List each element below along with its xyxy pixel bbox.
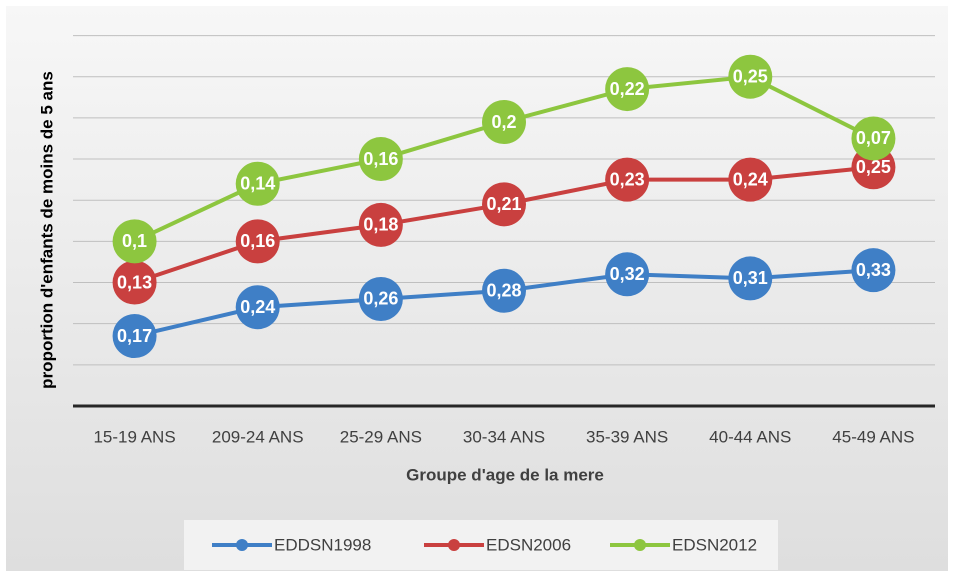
data-point: [728, 256, 773, 301]
data-label: 0,24: [733, 169, 768, 189]
data-point: [482, 100, 526, 145]
chart-area: [6, 6, 948, 571]
x-tick-label: 25-29 ANS: [340, 427, 422, 446]
legend-marker: [236, 539, 248, 551]
legend-label: EDSN2012: [672, 535, 757, 554]
y-axis-title: proportion d'enfants de moins de 5 ans: [37, 71, 56, 389]
data-point: [605, 67, 650, 112]
data-label: 0,33: [856, 260, 891, 280]
x-axis-title: Groupe d'age de la mere: [406, 465, 604, 484]
data-point: [235, 285, 280, 330]
data-point: [112, 219, 157, 264]
data-point: [605, 252, 650, 297]
data-point: [605, 157, 650, 202]
data-point: [235, 219, 280, 264]
data-label: 0,26: [363, 289, 398, 309]
data-label: 0,14: [240, 173, 275, 193]
data-point: [112, 314, 157, 359]
data-label: 0,18: [363, 215, 398, 235]
x-tick-label: 209-24 ANS: [212, 427, 304, 446]
data-label: 0,16: [240, 231, 275, 251]
x-tick-label: 30-34 ANS: [463, 427, 545, 446]
data-point: [358, 202, 403, 247]
data-point: [728, 157, 773, 202]
data-label: 0,28: [486, 281, 521, 301]
data-label: 0,1: [122, 231, 147, 251]
data-point: [482, 268, 526, 313]
data-point: [112, 260, 157, 305]
legend-label: EDDSN1998: [274, 535, 371, 554]
data-point: [358, 137, 403, 182]
data-label: 0,16: [363, 149, 398, 169]
data-label: 0,13: [117, 272, 152, 292]
data-label: 0,24: [240, 297, 275, 317]
data-point: [358, 276, 403, 321]
data-label: 0,2: [491, 112, 516, 132]
data-point: [235, 161, 280, 206]
data-label: 0,32: [610, 264, 645, 284]
data-label: 0,25: [856, 157, 891, 177]
data-point: [482, 182, 526, 227]
data-point: [851, 116, 896, 161]
x-tick-label: 40-44 ANS: [709, 427, 791, 446]
data-label: 0,21: [486, 194, 521, 214]
data-point: [728, 54, 773, 99]
x-tick-label: 35-39 ANS: [586, 427, 668, 446]
legend-label: EDSN2006: [486, 535, 571, 554]
legend-marker: [448, 539, 460, 551]
legend-marker: [634, 539, 646, 551]
data-label: 0,23: [610, 169, 645, 189]
x-tick-label: 15-19 ANS: [93, 427, 175, 446]
data-label: 0,17: [117, 326, 152, 346]
data-point: [851, 248, 896, 293]
data-label: 0,07: [856, 128, 891, 148]
data-label: 0,25: [733, 66, 768, 86]
x-tick-label: 45-49 ANS: [832, 427, 914, 446]
data-label: 0,31: [733, 268, 768, 288]
data-label: 0,22: [610, 79, 645, 99]
